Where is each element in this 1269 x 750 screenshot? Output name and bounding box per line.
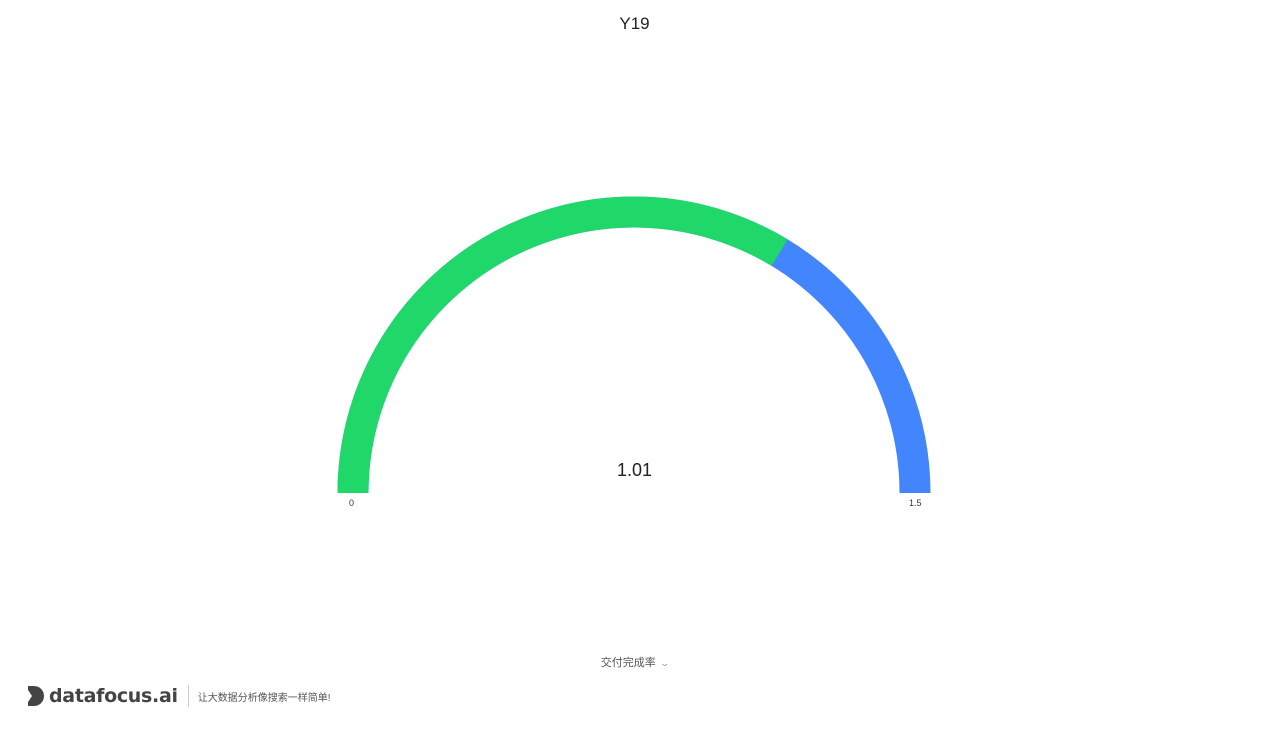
- gauge-value-arc: [337, 196, 788, 494]
- measure-selector-label: 交付完成率: [600, 657, 656, 669]
- gauge-track-arc: [337, 196, 931, 494]
- brand-slogan: 让大数据分析像搜索一样简单!: [197, 692, 331, 704]
- brand-name: datafocus.ai: [49, 685, 178, 707]
- gauge-max-label: 1.5: [909, 498, 922, 508]
- brand-divider: [187, 685, 189, 707]
- datafocus-logo-icon: [28, 686, 44, 706]
- chevron-down-icon: ⌄: [659, 658, 670, 668]
- brand-footer: datafocus.ai 让大数据分析像搜索一样简单!: [26, 682, 330, 710]
- gauge-min-label: 0: [349, 498, 355, 508]
- chart-title: Y19: [619, 14, 650, 33]
- gauge-value-label: 1.01: [616, 460, 653, 480]
- measure-selector[interactable]: 交付完成率 ⌄: [0, 654, 1269, 670]
